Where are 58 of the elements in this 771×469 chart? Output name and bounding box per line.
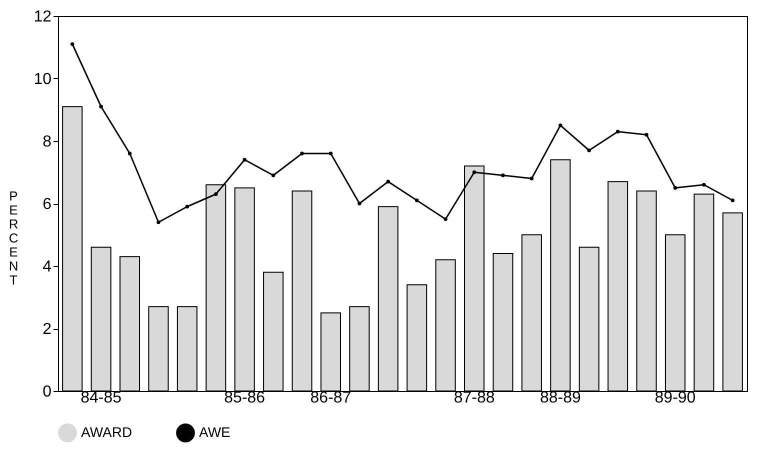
bar — [664, 234, 686, 392]
bar — [234, 187, 255, 392]
bar — [492, 253, 514, 392]
bar — [435, 259, 456, 392]
bar — [292, 190, 312, 392]
y-tick-label: 10 — [34, 71, 52, 88]
bar — [378, 206, 398, 392]
bar — [406, 284, 428, 392]
point — [271, 174, 276, 178]
point — [214, 192, 218, 196]
point — [386, 180, 390, 184]
legend-label: AWE — [199, 424, 230, 440]
point — [730, 198, 735, 202]
bar — [120, 256, 140, 392]
point — [242, 158, 246, 162]
bar — [176, 306, 198, 392]
y-tick-label: 6 — [42, 196, 52, 213]
point — [300, 152, 304, 156]
point — [70, 42, 74, 46]
point — [501, 174, 505, 178]
bar — [263, 272, 284, 392]
point — [156, 220, 160, 224]
x-tick-label: 89-90 — [654, 390, 696, 406]
point — [673, 186, 678, 190]
y-axis-title: PER CENT — [8, 188, 18, 288]
y-tick-label: 2 — [42, 321, 52, 338]
bar — [90, 246, 112, 392]
point — [558, 124, 562, 128]
bar — [550, 159, 571, 392]
y-tick-label: 4 — [42, 258, 52, 276]
point — [128, 152, 132, 156]
bar — [521, 234, 542, 392]
y-tick-label: 0 — [42, 384, 52, 400]
bar — [636, 190, 657, 392]
point — [414, 198, 419, 202]
point — [444, 217, 448, 221]
bar — [608, 181, 628, 392]
bar — [722, 212, 743, 392]
bar — [349, 306, 370, 392]
bar — [148, 306, 169, 392]
bar — [694, 194, 714, 392]
point — [99, 104, 103, 108]
point — [185, 204, 190, 208]
bar — [320, 312, 341, 392]
x-tick-label: 88-89 — [540, 390, 581, 406]
y-tick-label: 12 — [34, 8, 52, 26]
point — [587, 148, 591, 152]
point — [530, 176, 534, 180]
point — [328, 152, 333, 156]
point — [616, 130, 620, 134]
bar — [62, 106, 83, 392]
point — [358, 202, 362, 206]
bar — [578, 246, 600, 392]
point — [644, 132, 648, 137]
y-tick-label: 8 — [42, 134, 52, 150]
point — [472, 170, 476, 174]
legend-label: AWARD — [81, 424, 132, 440]
point — [702, 182, 706, 187]
